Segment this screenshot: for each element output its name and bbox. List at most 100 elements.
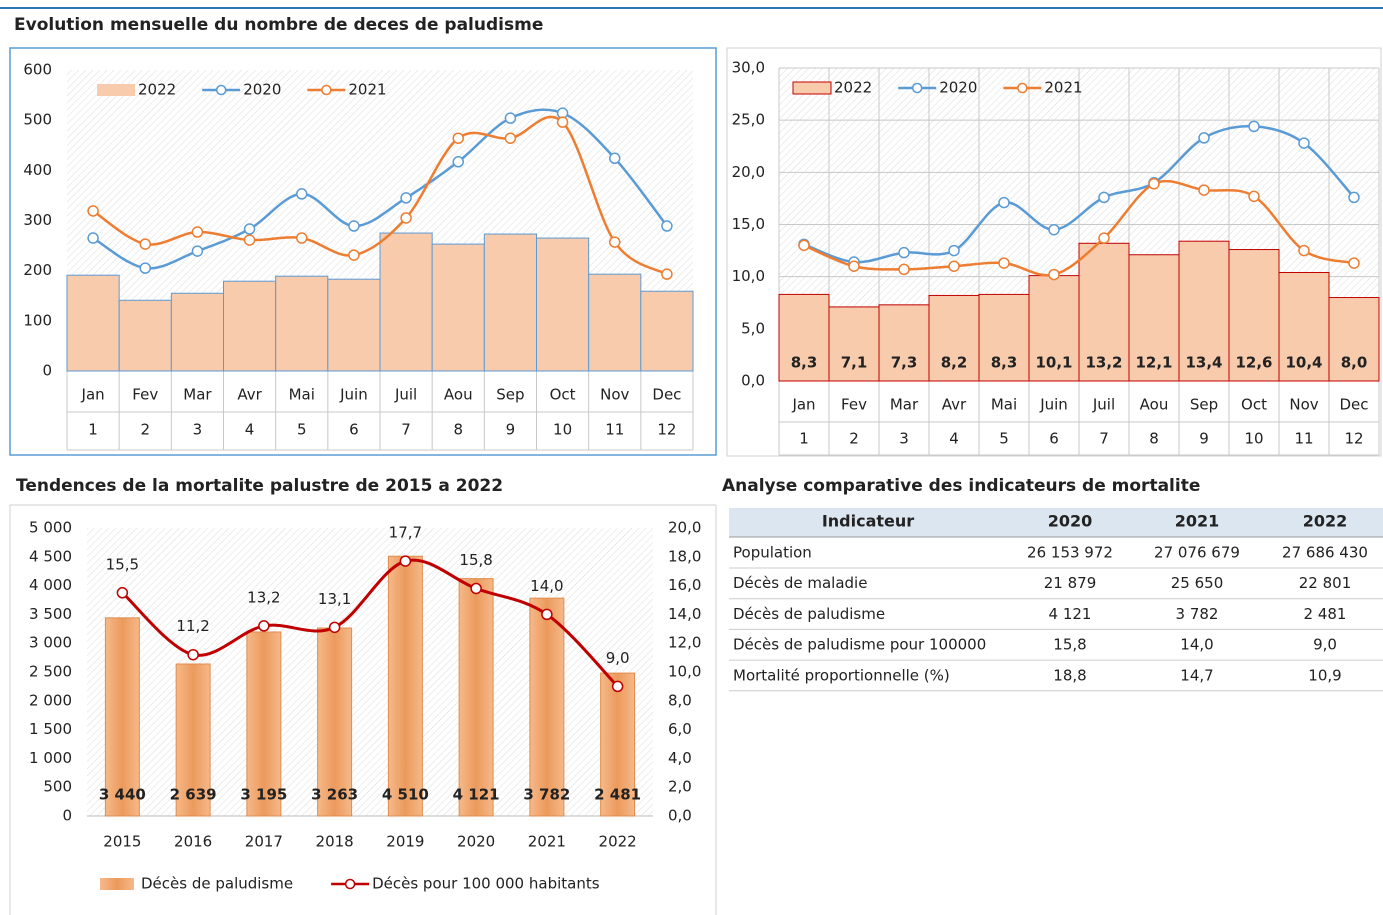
x-tick-label: Fev — [132, 386, 158, 404]
line-point — [1198, 184, 1210, 196]
y-tick-label: 1 500 — [29, 720, 72, 738]
table-cell: 22 801 — [1299, 574, 1352, 592]
x-tick-label: Nov — [600, 386, 629, 404]
bar-value-label: 2 481 — [594, 786, 641, 804]
x-tick-label: Avr — [237, 386, 262, 404]
chart-title: Tendences de la mortalite palustre de 20… — [16, 476, 503, 496]
bar — [483, 233, 538, 372]
x-tick-label: Dec — [652, 386, 681, 404]
table-header-cell: 2022 — [1303, 512, 1348, 531]
x-tick-label: Juil — [394, 386, 417, 404]
y2-tick-label: 0,0 — [668, 807, 692, 825]
bar — [978, 293, 1030, 382]
table-cell: 14,0 — [1180, 636, 1213, 654]
bar — [387, 555, 423, 817]
table-cell: Mortalité proportionnelle (%) — [733, 666, 950, 684]
legend-swatch — [321, 84, 332, 96]
x-subtick-label: 7 — [401, 421, 411, 439]
x-tick-label: Mar — [183, 386, 212, 404]
x-tick-label: Fev — [841, 396, 867, 414]
y-tick-label: 2 500 — [29, 663, 72, 681]
x-tick-label: Juin — [339, 386, 368, 404]
y2-tick-label: 6,0 — [668, 720, 692, 738]
x-subtick-label: 9 — [506, 421, 516, 439]
point-value-label: 15,8 — [459, 551, 492, 569]
line-point — [296, 232, 308, 244]
table-cell: Décès de maladie — [733, 574, 867, 592]
x-tick-label: 2015 — [103, 833, 141, 851]
x-tick-label: Sep — [1190, 396, 1218, 414]
point-value-label: 17,7 — [389, 524, 422, 542]
line-point — [243, 223, 256, 235]
line-point — [452, 156, 464, 168]
y2-tick-label: 8,0 — [668, 691, 692, 709]
y-tick-label: 100 — [23, 311, 52, 329]
bar-value-label: 8,2 — [941, 354, 968, 372]
y-tick-label: 0 — [42, 362, 52, 380]
bar-value-label: 7,1 — [841, 354, 868, 372]
bar-value-label: 3 263 — [311, 786, 358, 804]
bar-value-label: 12,6 — [1235, 354, 1272, 372]
line-point — [948, 244, 960, 257]
x-subtick-label: 6 — [349, 421, 359, 439]
table-cell: Population — [733, 544, 812, 562]
line-point — [139, 262, 151, 274]
bar — [1328, 297, 1380, 382]
table-title: Analyse comparative des indicateurs de m… — [722, 476, 1200, 496]
line-point — [1348, 257, 1360, 269]
line-point — [661, 268, 673, 280]
x-subtick-label: 6 — [1049, 430, 1059, 448]
x-subtick-label: 5 — [999, 430, 1009, 448]
x-subtick-label: 4 — [949, 430, 959, 448]
legend-label: 2020 — [243, 81, 281, 99]
x-subtick-label: 2 — [140, 421, 150, 439]
bar — [778, 293, 830, 382]
y-tick-label: 600 — [23, 61, 52, 79]
table-header-cell: Indicateur — [822, 512, 914, 531]
table-header-cell: 2020 — [1048, 512, 1093, 531]
y-tick-label: 1 000 — [29, 749, 72, 767]
bar — [175, 663, 211, 817]
bar-value-label: 4 121 — [453, 786, 500, 804]
bar — [104, 617, 140, 817]
y-tick-label: 25,0 — [732, 111, 765, 129]
bar-value-label: 10,1 — [1035, 354, 1072, 372]
legend-swatch — [344, 878, 356, 890]
legend-swatch — [1017, 82, 1028, 94]
y-tick-label: 30,0 — [732, 59, 765, 77]
point-value-label: 13,1 — [318, 590, 351, 608]
table-cell: 14,7 — [1180, 666, 1213, 684]
bar — [246, 631, 282, 817]
legend-swatch — [911, 82, 923, 94]
bar — [431, 243, 485, 372]
line-point — [399, 555, 412, 567]
line-point — [87, 232, 99, 244]
y2-tick-label: 2,0 — [668, 778, 692, 796]
chart-title: Evolution mensuelle du nombre de deces d… — [14, 15, 543, 35]
bar — [66, 274, 120, 372]
bar — [600, 672, 636, 817]
bar-value-label: 12,1 — [1135, 354, 1172, 372]
bar — [170, 292, 224, 372]
bar-value-label: 3 195 — [240, 786, 287, 804]
line-point — [1248, 120, 1260, 133]
y-tick-label: 4 500 — [29, 547, 72, 565]
line-point — [191, 245, 204, 257]
line-point — [400, 192, 412, 204]
x-tick-label: Aou — [1140, 396, 1169, 414]
x-tick-label: Nov — [1289, 396, 1318, 414]
y-tick-label: 3 500 — [29, 605, 72, 623]
x-tick-label: Avr — [942, 396, 967, 414]
x-tick-label: Oct — [550, 386, 576, 404]
table-header-cell: 2021 — [1175, 512, 1220, 531]
legend-label: Décès de paludisme — [141, 875, 293, 893]
legend-label: 2021 — [1044, 79, 1082, 97]
line-point — [348, 249, 360, 261]
point-value-label: 15,5 — [106, 555, 139, 573]
x-tick-label: Mai — [289, 386, 315, 404]
line-point — [1198, 132, 1210, 144]
bar-value-label: 8,0 — [1341, 354, 1368, 372]
line-point — [798, 239, 810, 252]
line-point — [243, 234, 256, 246]
line-point — [609, 152, 621, 165]
